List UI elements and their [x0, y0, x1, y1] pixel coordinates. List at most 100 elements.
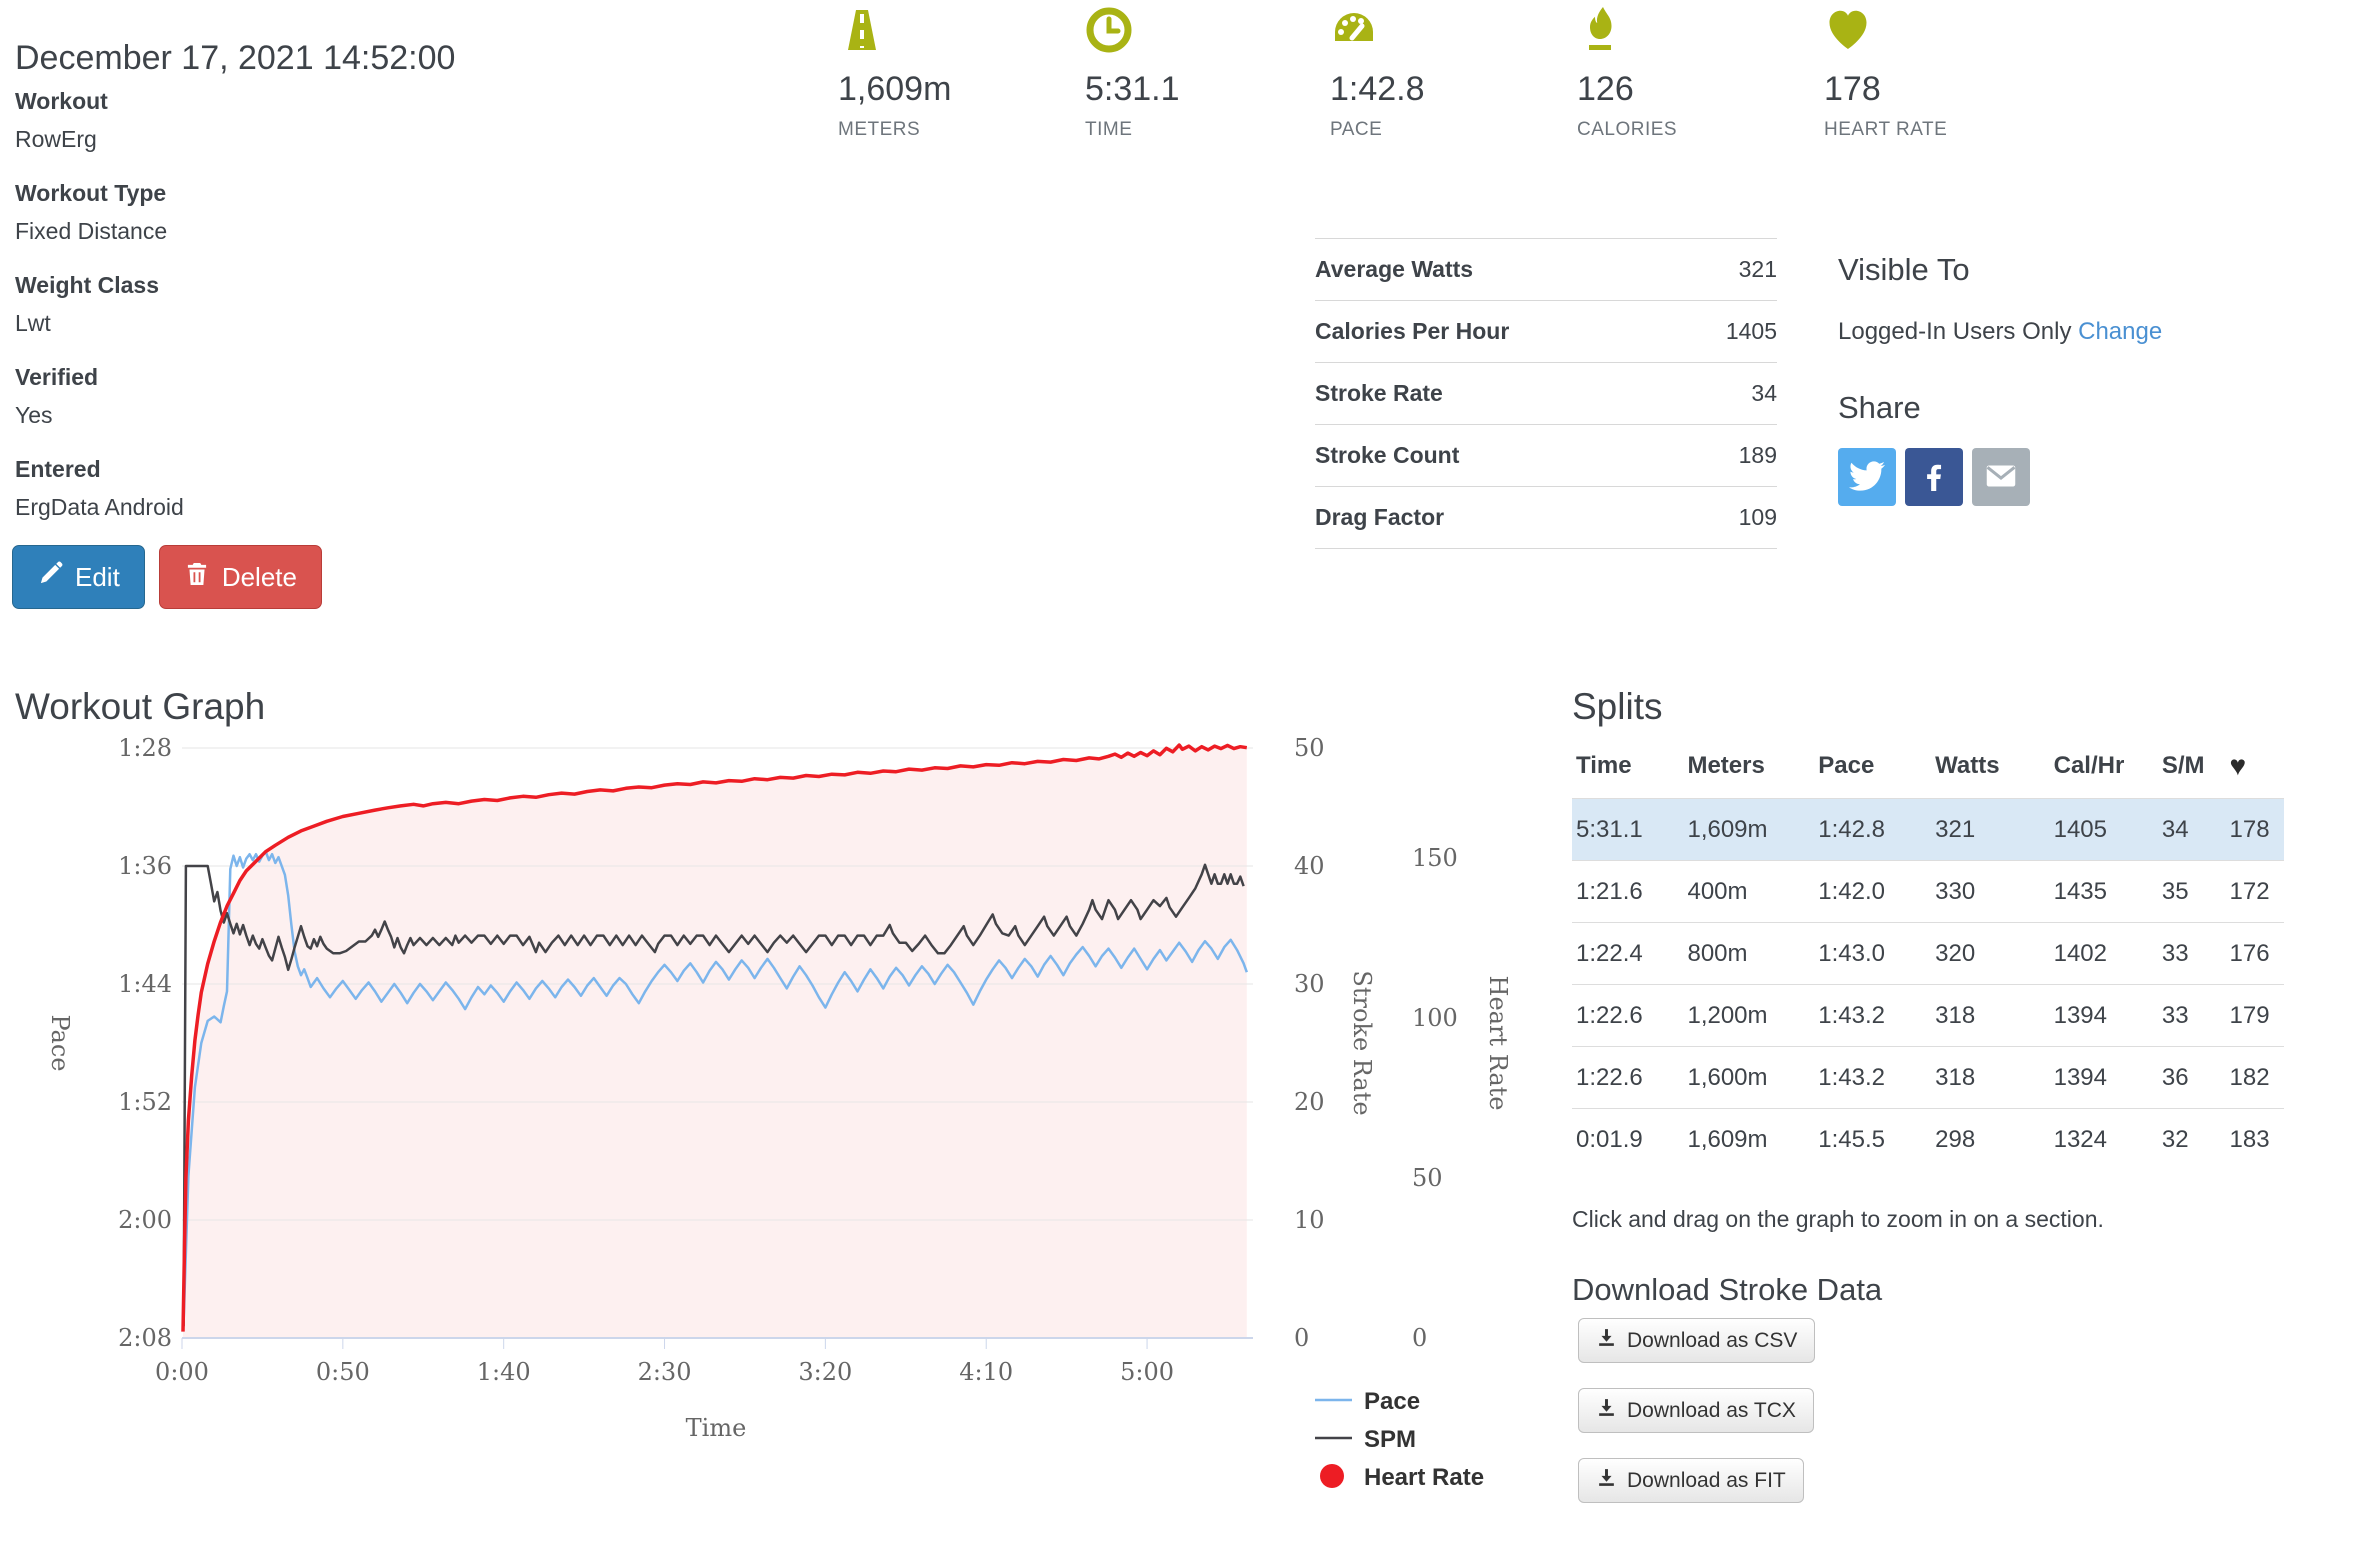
speedometer-icon — [1330, 6, 1570, 62]
download-stroke-data-heading: Download Stroke Data — [1572, 1271, 1883, 1307]
download-button-label: Download as CSV — [1627, 1328, 1798, 1352]
split-cell: 800m — [1683, 922, 1815, 985]
info-field-label: Verified — [15, 364, 99, 390]
road-icon — [838, 6, 1078, 62]
split-cell: 1,609m — [1683, 1108, 1815, 1170]
split-cell: 400m — [1683, 860, 1815, 923]
flame-icon — [1577, 6, 1817, 62]
splits-column-pace: Pace — [1818, 752, 1875, 779]
share-email-button[interactable] — [1972, 448, 2030, 506]
download-icon — [1596, 1467, 1617, 1494]
download-csv-button[interactable]: Download as CSV — [1578, 1318, 1816, 1363]
edit-button[interactable]: Edit — [12, 545, 145, 609]
table-row[interactable]: 0:01.9 1,609m 1:45.5 298 1324 32 183 — [1572, 1108, 2284, 1170]
split-cell: 1:21.6 — [1572, 860, 1684, 923]
heart-icon — [1824, 6, 2064, 62]
split-cell: 330 — [1931, 860, 2050, 923]
info-field-label: Entered — [15, 456, 101, 482]
split-cell: 179 — [2225, 984, 2284, 1047]
stat-value: 178 — [1824, 70, 1881, 108]
split-cell: 5:31.1 — [1572, 798, 1684, 861]
twitter-icon — [1849, 458, 1886, 497]
detail-row: Average Watts 321 — [1315, 238, 1777, 300]
detail-value: 109 — [1738, 504, 1777, 530]
split-cell: 183 — [2225, 1108, 2284, 1170]
detail-label: Stroke Count — [1315, 442, 1460, 468]
detail-label: Stroke Rate — [1315, 380, 1443, 406]
info-field-value: Fixed Distance — [15, 218, 168, 244]
info-field-value: ErgData Android — [15, 494, 184, 520]
workout-graph-chart[interactable]: 0:00 0:50 1:40 2:30 3:20 4:10 5:00 1:28 1:36 1:44… — [0, 660, 1530, 1510]
split-cell: 1,200m — [1683, 984, 1815, 1047]
split-cell: 1:22.6 — [1572, 1046, 1684, 1109]
x-tick-label: 5:00 — [1120, 1358, 1174, 1386]
stat-calories: 126 CALORIES — [1577, 6, 1817, 141]
download-tcx-button[interactable]: Download as TCX — [1578, 1388, 1814, 1433]
x-axis-title: Time — [686, 1414, 747, 1442]
pace-axis-title: Pace — [46, 1014, 74, 1071]
heart-rate-column-icon: ♥ — [2229, 750, 2247, 781]
heart-rate-axis-title: Heart Rate — [1484, 976, 1512, 1111]
detail-row: Drag Factor 109 — [1315, 486, 1777, 549]
stat-value: 1:42.8 — [1330, 70, 1425, 108]
envelope-icon — [1983, 458, 2019, 497]
stat-pace: 1:42.8 PACE — [1330, 6, 1570, 141]
split-cell: 1:42.0 — [1814, 860, 1932, 923]
legend-label[interactable]: SPM — [1364, 1426, 1416, 1453]
pace-tick-label: 2:00 — [118, 1206, 172, 1234]
splits-column-cal-hr: Cal/Hr — [2053, 752, 2125, 779]
legend-label[interactable]: Heart Rate — [1364, 1464, 1484, 1491]
detail-value: 34 — [1751, 380, 1777, 406]
share-facebook-button[interactable] — [1905, 448, 1963, 506]
info-field: Entered ErgData Android — [15, 454, 715, 522]
table-row[interactable]: 1:22.4 800m 1:43.0 320 1402 33 176 — [1572, 922, 2284, 985]
stroke-rate-tick-label: 10 — [1294, 1206, 1325, 1234]
share-twitter-button[interactable] — [1838, 448, 1896, 506]
clock-icon — [1085, 6, 1325, 62]
split-cell: 320 — [1931, 922, 2050, 985]
detail-row: Calories Per Hour 1405 — [1315, 300, 1777, 362]
split-cell: 1:43.0 — [1814, 922, 1932, 985]
pace-tick-label: 1:44 — [118, 970, 172, 998]
workout-info-fields: Workout RowErg Workout Type Fixed Distance W… — [15, 86, 715, 546]
table-row[interactable]: 1:22.6 1,600m 1:43.2 318 1394 36 182 — [1572, 1046, 2284, 1109]
delete-button[interactable]: Delete — [158, 545, 322, 609]
download-icon — [1596, 1327, 1617, 1354]
stroke-rate-tick-label: 50 — [1294, 734, 1325, 762]
stroke-rate-tick-label: 30 — [1294, 970, 1325, 998]
split-cell: 1,600m — [1683, 1046, 1815, 1109]
split-cell: 176 — [2225, 922, 2284, 985]
stat-label: METERS — [838, 119, 921, 140]
legend-label[interactable]: Pace — [1364, 1388, 1420, 1415]
splits-column-watts: Watts — [1935, 752, 2000, 779]
delete-button-label: Delete — [221, 561, 297, 592]
share-heading: Share — [1838, 390, 1921, 425]
split-cell: 1:22.6 — [1572, 984, 1684, 1047]
info-field-value: Yes — [15, 402, 53, 428]
table-row[interactable]: 1:22.6 1,200m 1:43.2 318 1394 33 179 — [1572, 984, 2284, 1047]
change-visibility-link[interactable]: Change — [2078, 318, 2163, 345]
table-row[interactable]: 5:31.1 1,609m 1:42.8 321 1405 34 178 — [1572, 798, 2284, 861]
split-cell: 34 — [2157, 798, 2226, 861]
download-button-label: Download as TCX — [1627, 1398, 1796, 1422]
edit-button-label: Edit — [75, 561, 120, 592]
split-cell: 33 — [2157, 984, 2226, 1047]
download-fit-button[interactable]: Download as FIT — [1578, 1458, 1804, 1503]
stroke-rate-tick-label: 0 — [1294, 1324, 1309, 1352]
splits-column-time: Time — [1576, 752, 1632, 779]
stat-time: 5:31.1 TIME — [1085, 6, 1325, 141]
info-field-value: RowErg — [15, 126, 97, 152]
pace-tick-label: 1:36 — [118, 852, 172, 880]
split-cell: 1:42.8 — [1814, 798, 1932, 861]
table-row[interactable]: 1:21.6 400m 1:42.0 330 1435 35 172 — [1572, 860, 2284, 923]
pace-tick-label: 2:08 — [118, 1324, 172, 1352]
split-cell: 1435 — [2049, 860, 2158, 923]
visibility-section: Visible To Logged-In Users Only Change S… — [1838, 252, 2358, 506]
info-field-label: Weight Class — [15, 272, 159, 298]
split-cell: 172 — [2225, 860, 2284, 923]
heart-rate-tick-label: 100 — [1412, 1004, 1458, 1032]
pencil-icon — [37, 561, 63, 594]
split-cell: 36 — [2157, 1046, 2226, 1109]
download-button-label: Download as FIT — [1627, 1468, 1786, 1492]
